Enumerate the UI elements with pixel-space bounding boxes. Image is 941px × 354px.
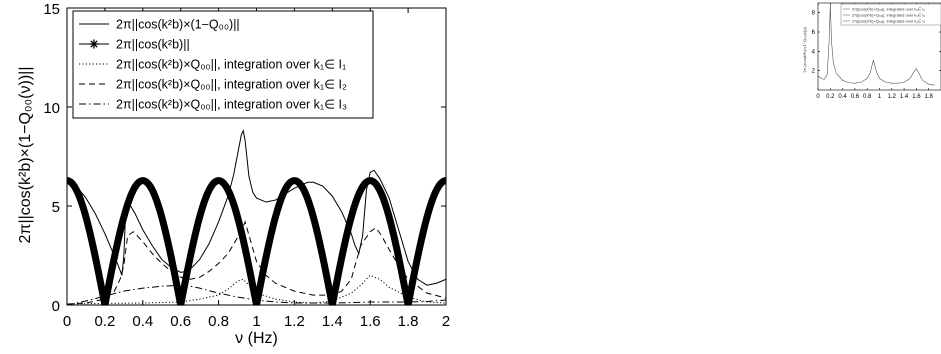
inset-axes: 0 0.2 0.4 0.6 0.8 1 1.2 1.4 1.6 1.8 2 4 6 8 [812,3,941,100]
inset-legend: 2π||cos(k²b)×Q₀₀||, integrated over k₁∈ … [840,3,941,26]
legend-box [72,10,374,119]
x-tick-label: 1.6 [360,313,381,330]
x-axis-label: ν (Hz) [235,330,278,347]
x-tick-label: 1 [252,313,260,330]
y-tick-label: 8 [812,11,816,17]
legend: 2π||cos(k²b)×(1−Q₀₀)|| 2π||cos(k²b)|| 2π||… [72,10,374,119]
x-tick-label: 0.6 [851,94,860,100]
x-tick-label: 0.2 [826,94,835,100]
x-tick-label: 0 [63,313,71,330]
x-tick-label: 1.8 [398,313,419,330]
legend-label-1: 2π||cos(k²b)×(1−Q₀₀)|| [116,18,240,32]
inset-series-layer [817,3,935,86]
y-tick-label: 15 [43,1,60,18]
x-tick-label: 0.4 [838,94,847,100]
y-tick-label: 4 [812,49,816,55]
inset-legend-label-3: 2π||cos(k²b)×Q₀₀||, integrated over k₁∈ … [852,19,925,24]
inset-legend-label-2: 2π||cos(k²b)×Q₀₀||, integrated over k₁∈ … [852,13,925,18]
legend-label-4: 2π||cos(k²b)×Q₀₀||, integration over k₁∈… [116,78,347,92]
x-tick-label: 1.2 [888,94,897,100]
y-axis-label: 2π||cos(k²b)×(1−Q₀₀(ν))|| [17,67,34,244]
x-tick-label: 0.4 [132,313,153,330]
inset-y-axis-label: 2π ||cos(k²b)×(1−Q₀₀(ν))|| [802,27,807,72]
x-tick-label: 0.2 [94,313,115,330]
y-tick-label: 2 [812,69,816,75]
x-tick-label: 1.8 [925,94,934,100]
series-line-4 [66,220,447,305]
series-line-1 [817,3,935,86]
inset-chart: 0 0.2 0.4 0.6 0.8 1 1.2 1.4 1.6 1.8 2 4 6 8 2π ||cos(… [802,2,941,100]
y-tick-label: 0 [52,298,60,315]
star-stroke [90,40,98,48]
legend-label-2: 2π||cos(k²b)|| [116,38,190,52]
x-tick-label: 1.4 [322,313,343,330]
x-tick-label: 0 [816,94,820,100]
x-tick-label: 2 [442,313,450,330]
y-tick-label: 6 [812,30,816,36]
x-tick-label: 0.8 [208,313,229,330]
legend-label-3: 2π||cos(k²b)×Q₀₀||, integration over k₁∈… [116,58,346,72]
x-tick-label: 0.6 [170,313,191,330]
x-tick-label: 1 [878,94,882,100]
x-tick-label: 1.4 [900,94,909,100]
y-tick-label: 5 [52,199,60,216]
y-tick-label: 10 [43,100,60,117]
x-tick-label: 1.2 [284,313,305,330]
inset-legend-box [840,3,941,26]
series-line-3 [66,274,447,305]
x-tick-label: 0.8 [863,94,872,100]
inset-legend-label-1: 2π||cos(k²b)×Q₀₀||, integrated over k₁∈ … [852,7,925,12]
star-marker-icon [89,39,99,49]
main-chart: 0 0.2 0.4 0.6 0.8 1 1.2 1.4 1.6 1.8 2 0 5 10 15 ν (Hz)… [17,1,450,347]
legend-label-5: 2π||cos(k²b)×Q₀₀||, integration over k₁∈… [116,98,347,112]
series-line-5 [66,284,447,306]
x-tick-label: 1.6 [912,94,921,100]
